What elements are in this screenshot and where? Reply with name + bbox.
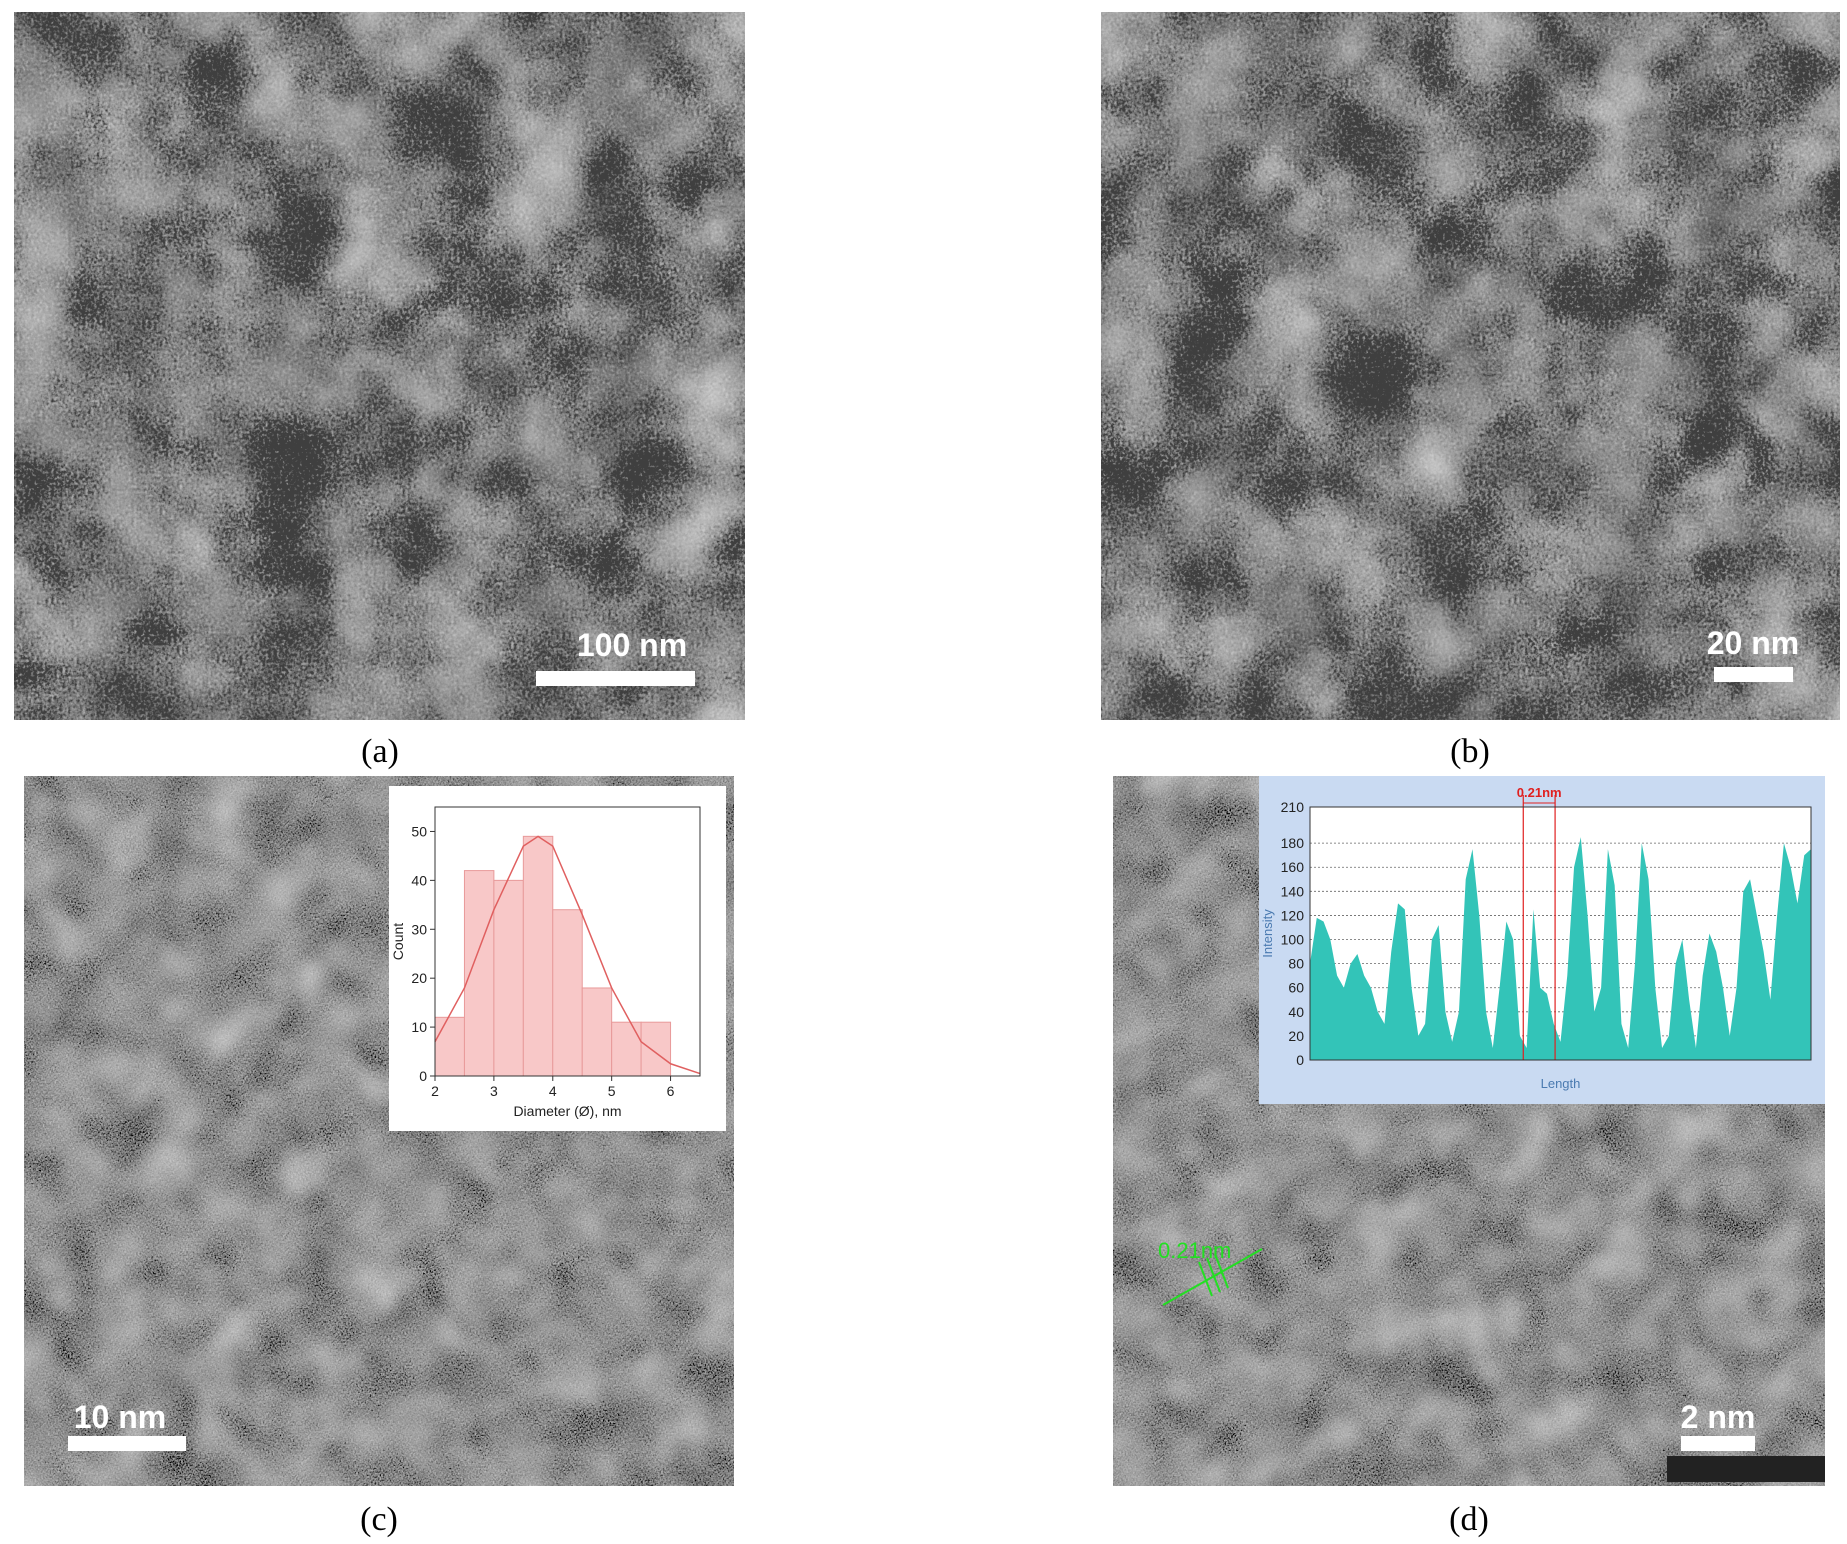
y-tick-label: 80 (1288, 956, 1304, 972)
y-tick-label: 40 (411, 872, 427, 888)
x-tick-label: 2 (431, 1083, 439, 1099)
y-tick-label: 180 (1281, 835, 1305, 851)
scale-bar-background (1667, 1456, 1825, 1482)
histogram-bar (434, 1016, 465, 1077)
scale-bar (68, 1436, 186, 1451)
histogram-bar (463, 870, 495, 1077)
lattice-marker (1162, 1248, 1263, 1306)
plot-frame (434, 806, 701, 1077)
y-tick-label: 20 (411, 970, 427, 986)
y-tick-label: 160 (1281, 859, 1305, 875)
x-axis-label: Length (1541, 1076, 1581, 1091)
annotation-label: 0.21nm (1517, 785, 1562, 800)
y-tick-label: 120 (1281, 907, 1305, 923)
scale-bar-label: 100 nm (577, 627, 687, 663)
histogram-bar (581, 987, 613, 1077)
tem-image (1101, 12, 1840, 720)
y-tick-label: 20 (1288, 1028, 1304, 1044)
x-axis-label: Diameter (Ø), nm (513, 1103, 621, 1119)
y-tick-label: 60 (1288, 980, 1304, 996)
y-tick-label: 0 (419, 1068, 427, 1084)
x-tick-label: 5 (608, 1083, 616, 1099)
y-tick-label: 30 (411, 921, 427, 937)
scale-bar-label: 20 nm (1707, 625, 1799, 661)
scale-bar-label: 2 nm (1681, 1399, 1756, 1435)
scale-bar (536, 671, 695, 686)
scale-bar (1681, 1436, 1755, 1451)
panel-label: (c) (360, 1501, 398, 1538)
x-tick-label: 6 (667, 1083, 675, 1099)
x-tick-label: 3 (490, 1083, 498, 1099)
y-axis-label: Count (390, 923, 406, 960)
fit-curve (434, 835, 701, 1075)
panel-label: (b) (1450, 733, 1490, 770)
panel-label: (a) (361, 733, 399, 770)
plot-frame (1309, 806, 1812, 1061)
histogram-bar (522, 835, 554, 1077)
histogram-bar (493, 879, 524, 1077)
histogram-bar (611, 1021, 642, 1077)
scale-bar (1714, 667, 1793, 682)
y-axis-label: Intensity (1260, 909, 1275, 958)
scale-bar-label: 10 nm (74, 1399, 166, 1435)
y-tick-label: 210 (1281, 799, 1305, 815)
y-tick-label: 40 (1288, 1004, 1304, 1020)
histogram-bar (640, 1021, 672, 1077)
panel-label: (d) (1449, 1501, 1489, 1538)
y-tick-label: 50 (411, 823, 427, 839)
y-tick-label: 140 (1281, 883, 1305, 899)
tem-image (14, 12, 745, 720)
y-tick-label: 10 (411, 1019, 427, 1035)
lattice-label: 0.21nm (1158, 1238, 1231, 1263)
intensity-area (1310, 837, 1811, 1060)
y-tick-label: 0 (1296, 1052, 1304, 1068)
y-tick-label: 100 (1281, 932, 1305, 948)
x-tick-label: 4 (549, 1083, 557, 1099)
histogram-bar (552, 909, 583, 1077)
